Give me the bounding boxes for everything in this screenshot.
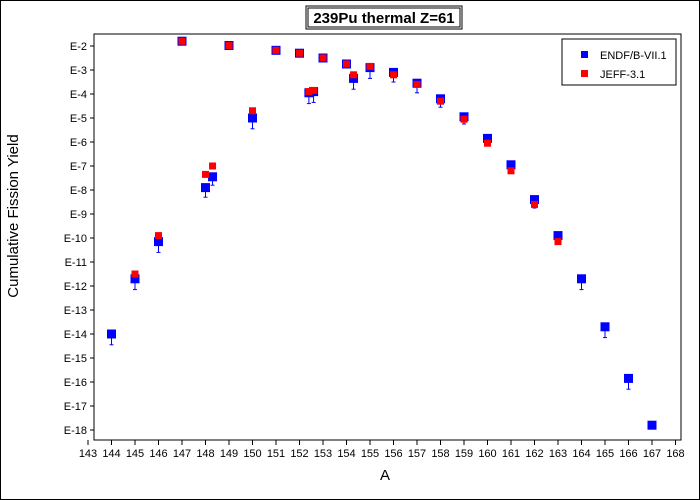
x-tick-label: 168 [666,448,684,460]
title-box-inner [307,7,461,28]
chart-title: 239Pu thermal Z=61 [313,10,454,27]
jeff-data-point [202,170,209,178]
endf-data-point [553,231,563,241]
jeff-data-point [225,42,233,50]
legend: ENDF/B-VII.1 JEFF-3.1 [561,38,677,86]
y-tick-label: E-17 [64,401,87,413]
x-tick-label: 158 [431,448,449,460]
jeff-data-point [366,62,374,70]
jeff-data-point [343,60,350,68]
x-tick-label: 145 [126,448,144,460]
x-tick-label: 165 [596,448,614,460]
endf-data-point [647,420,657,430]
jeff-data-point [507,167,515,175]
endf-data-point [530,195,539,205]
x-axis: 143 144 145 146 147 148 149 150 151 152 153 154 155 1… [79,440,685,460]
endf-data-point [624,373,633,383]
y-tick-label: E-13 [64,305,87,317]
endf-data-point [107,329,116,339]
legend-label-endf: ENDF/B-VII.1 [600,50,667,62]
jeff-data-point [209,162,217,170]
y-axis-title: Cumulative Fission Yield [5,134,22,297]
jeff-data-point [155,232,162,240]
x-tick-label: 143 [79,448,97,460]
x-tick-label: 148 [196,448,214,460]
x-axis-title: A [380,467,390,484]
x-tick-label: 159 [455,448,473,460]
legend-marker-endf [581,51,588,58]
x-tick-label: 160 [478,448,496,460]
title-box [305,5,463,30]
x-tick-label: 146 [149,448,167,460]
endf-data-point [201,183,210,193]
x-tick-label: 144 [102,448,120,460]
x-tick-label: 151 [267,448,285,460]
endf-data-point [130,274,140,284]
x-tick-label: 157 [408,448,426,460]
y-tick-label: E-2 [70,41,87,53]
x-tick-label: 149 [220,448,238,460]
endf-data-point [577,274,586,284]
endf-data-point [600,322,610,332]
plot-area [93,33,682,441]
x-tick-label: 164 [572,448,590,460]
jeff-data-point [305,88,313,96]
y-tick-label: E-18 [64,425,87,437]
endf-data-point [208,172,218,182]
x-tick-label: 167 [643,448,661,460]
endf-data-point [483,133,492,143]
y-tick-label: E-11 [65,257,87,269]
jeff-data-point [249,107,256,115]
jeff-data-point [390,71,397,79]
jeff-data-point [554,238,562,246]
endf-data-point [349,73,359,83]
jeff-data-point [178,37,186,45]
x-tick-label: 152 [290,448,308,460]
x-tick-label: 154 [337,448,355,460]
y-tick-label: E-7 [70,161,87,173]
chart-title-group: 239Pu thermal Z=61 [305,5,463,30]
jeff-data-point [437,97,444,105]
x-tick-label: 155 [361,448,379,460]
y-tick-label: E-9 [70,209,87,221]
y-tick-label: E-14 [64,329,87,341]
jeff-data-point [272,46,280,54]
x-tick-label: 161 [502,448,520,460]
y-axis: E-2 E-3 E-4 E-5 E-6 E-7 E-8 E-9 E-10 E-11 E-12 E-13… [64,41,94,437]
x-tick-label: 166 [619,448,637,460]
endf-data-point [154,237,163,247]
endf-data-point [506,160,516,170]
y-tick-label: E-6 [70,137,87,149]
y-tick-label: E-4 [70,89,87,101]
jeff-data-point [531,200,538,208]
y-tick-label: E-15 [64,353,87,365]
y-tick-label: E-12 [64,281,87,293]
jeff-data-point [319,54,327,62]
y-tick-label: E-8 [70,185,87,197]
legend-box [561,38,677,86]
data-points [107,36,657,430]
y-tick-label: E-16 [64,377,87,389]
x-tick-label: 156 [384,448,402,460]
endf-data-point [248,113,257,123]
jeff-data-point [131,270,139,278]
x-tick-label: 150 [243,448,261,460]
x-tick-label: 163 [549,448,567,460]
legend-marker-jeff [581,70,588,77]
jeff-data-point [413,80,421,88]
x-tick-label: 153 [314,448,332,460]
jeff-data-point [310,86,318,94]
y-tick-label: E-3 [70,65,87,77]
y-tick-label: E-10 [64,233,87,245]
x-tick-label: 147 [173,448,191,460]
jeff-data-point [296,49,303,57]
y-tick-label: E-5 [70,113,87,125]
x-tick-label: 162 [525,448,543,460]
jeff-data-point [460,115,468,123]
jeff-data-point [484,139,491,147]
legend-label-jeff: JEFF-3.1 [600,69,645,81]
jeff-data-point [350,71,358,79]
